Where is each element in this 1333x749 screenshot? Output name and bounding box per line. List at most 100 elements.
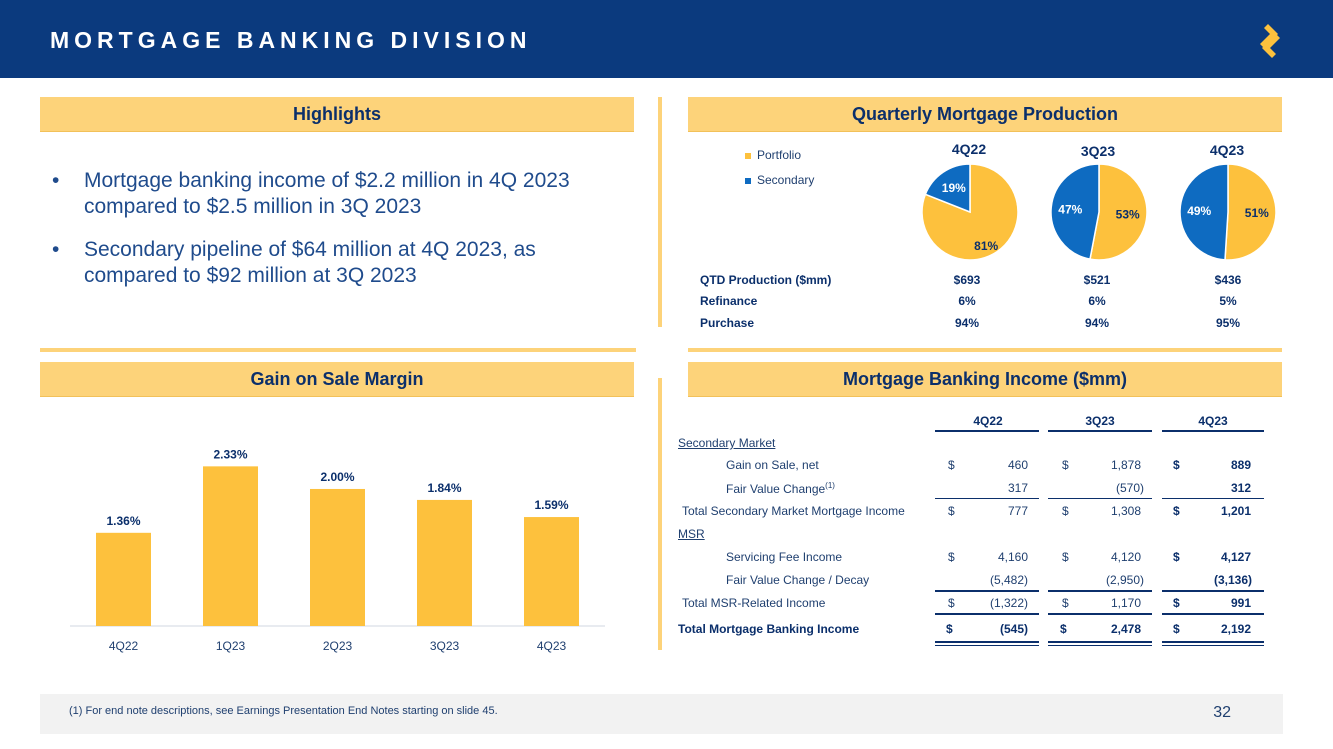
currency: $ [1173,458,1180,472]
stat-value: 6% [958,294,976,308]
row-label: Total MSR-Related Income [682,596,826,610]
gain-on-sale-header: Gain on Sale Margin [40,362,634,397]
row-label: Total Mortgage Banking Income [678,622,860,636]
currency: $ [1062,550,1069,564]
currency: $ [1060,622,1067,636]
pie-slice-secondary [924,163,971,214]
row-label: Gain on Sale, net [726,458,819,472]
currency: $ [1173,504,1180,518]
gain-on-sale-title: Gain on Sale Margin [250,369,424,389]
currency: $ [1173,596,1180,610]
bank-logo-icon [1260,24,1280,58]
stat-value: 5% [1219,294,1237,308]
cell-value: (2,950) [1105,573,1144,587]
rule [935,613,1039,615]
stat-value: $693 [953,273,981,287]
section-label: Secondary Market [678,436,776,450]
column-header: 4Q22 [973,414,1003,428]
cell-value: 1,308 [1110,504,1141,518]
currency: $ [948,458,955,472]
bar-data-label: 1.59% [534,498,568,512]
bar-data-label: 1.84% [427,481,461,495]
footnote-ref: (1) [825,481,835,490]
legend-swatch [745,152,751,159]
cell-value: 1,170 [1110,596,1141,610]
legend-swatch [745,177,751,184]
cell-value: 4,120 [1110,550,1141,564]
income-title: Mortgage Banking Income ($mm) [842,369,1128,389]
rule [1162,498,1264,499]
pie-slice-secondary [1179,163,1229,261]
divider [688,348,1282,352]
bar [417,499,472,626]
table-header-row: 4Q22 3Q23 4Q23 [676,414,1280,434]
cell-value: (5,482) [989,573,1028,587]
bar [203,466,258,626]
pie-slice-portfolio [1224,163,1277,261]
highlights-list: Mortgage banking income of $2.2 million … [52,168,632,306]
pie-title-3q23: 3Q23 [1080,143,1116,159]
income-header: Mortgage Banking Income ($mm) [688,362,1282,397]
rule [1162,645,1264,646]
highlight-bullet: Secondary pipeline of $64 million at 4Q … [52,237,632,289]
currency: $ [946,622,953,636]
divider [40,348,636,352]
legend-secondary: Secondary [745,173,814,187]
cell-value: 1,878 [1110,458,1141,472]
table-row: Servicing Fee Income $ 4,160 $ 4,120 $ 4… [676,550,1280,570]
currency: $ [1173,550,1180,564]
rule [1048,498,1152,499]
pie-label-secondary: 47% [1058,202,1082,216]
currency: $ [1062,458,1069,472]
rule [935,590,1039,592]
row-label: Servicing Fee Income [726,550,843,564]
cell-value: 2,478 [1110,622,1141,636]
row-label-text: Fair Value Change [726,482,826,496]
x-tick-label: 1Q23 [216,639,246,653]
currency: $ [948,504,955,518]
cell-value: 889 [1230,458,1251,472]
bar [310,488,365,626]
pie-label-portfolio: 53% [1116,208,1140,222]
cell-value: (570) [1115,481,1144,495]
stat-label-production: QTD Production ($mm) [700,273,832,287]
rule [1048,590,1152,592]
highlights-title: Highlights [293,104,381,124]
production-pies: 19% 81% 47% 53% 49% 51% [921,163,1277,261]
cell-value: (1,322) [989,596,1028,610]
row-label: Total Secondary Market Mortgage Income [682,504,905,518]
rule [1162,613,1264,615]
row-label: Fair Value Change / Decay [726,573,870,587]
rule [935,641,1039,643]
cell-value: 1,201 [1220,504,1251,518]
cell-value: 312 [1230,481,1251,495]
divider [658,97,662,327]
cell-value: 460 [1007,458,1028,472]
currency: $ [1062,596,1069,610]
rule [1048,641,1152,643]
row-label: Fair Value Change(1) [726,481,835,496]
production-title: Quarterly Mortgage Production [851,104,1119,124]
table-row-total: Total Mortgage Banking Income $ (545) $ … [676,622,1280,642]
currency: $ [1173,622,1180,636]
rule [935,645,1039,646]
pie-slice-portfolio [1089,163,1148,261]
rule [1162,430,1264,432]
currency: $ [1062,504,1069,518]
page-title: MORTGAGE BANKING DIVISION [50,27,532,53]
bar [524,517,579,626]
stat-label-refinance: Refinance [700,294,758,308]
rule [935,430,1039,432]
cell-value: 317 [1007,481,1028,495]
cell-value: 4,160 [997,550,1028,564]
x-tick-label: 4Q23 [537,639,567,653]
legend-portfolio: Portfolio [745,148,801,162]
table-row: Fair Value Change / Decay (5,482) (2,950… [676,573,1280,593]
rule [1048,613,1152,615]
x-tick-label: 2Q23 [323,639,353,653]
x-tick-label: 4Q22 [109,639,139,653]
legend-label: Portfolio [757,148,802,162]
pie-title-4q22: 4Q22 [951,141,987,157]
page-number: 32 [1213,704,1231,721]
column-header: 3Q23 [1085,414,1115,428]
